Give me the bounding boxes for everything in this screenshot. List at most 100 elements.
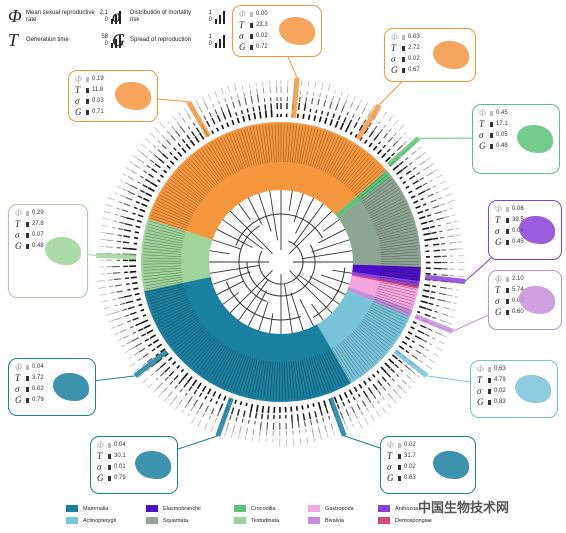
trait-tick xyxy=(129,160,134,165)
metric-G: G 0.79 xyxy=(15,395,44,405)
trait-tick xyxy=(425,187,431,192)
species-label xyxy=(268,124,273,163)
trait-tick xyxy=(416,310,421,314)
species-label xyxy=(295,360,302,399)
metric-sigma: σ 0.03 xyxy=(75,96,104,106)
metric-symbol: Φ xyxy=(15,362,22,372)
trait-tick xyxy=(392,398,397,404)
trait-tick xyxy=(432,237,439,240)
species-label xyxy=(191,156,217,186)
species-label xyxy=(346,337,372,367)
metric-value: 0.06 xyxy=(512,206,524,212)
trait-tick xyxy=(150,372,155,377)
species-label xyxy=(156,305,191,322)
trait-tick xyxy=(126,216,135,221)
trait-tick xyxy=(453,302,457,305)
highlight-spoke xyxy=(96,253,137,260)
trait-tick xyxy=(133,367,140,373)
trait-tick xyxy=(209,398,213,403)
trait-tick xyxy=(133,164,141,169)
metric-sigma: σ 0.04 xyxy=(495,226,524,236)
species-label xyxy=(369,197,404,216)
trait-tick xyxy=(345,409,350,417)
metric-value: 2.72 xyxy=(408,45,420,51)
trait-tick xyxy=(202,412,206,418)
trait-tick xyxy=(335,103,339,111)
species-label xyxy=(306,358,317,396)
trait-tick xyxy=(315,109,318,114)
species-label xyxy=(199,150,222,182)
trait-tick xyxy=(434,331,443,336)
species-label xyxy=(200,342,223,375)
species-label xyxy=(375,294,412,308)
species-label xyxy=(196,152,221,183)
species-label xyxy=(151,296,188,311)
trait-tick xyxy=(156,343,163,349)
clade-sectors xyxy=(140,121,421,403)
trait-tick xyxy=(142,352,149,358)
trait-tick xyxy=(370,414,375,422)
metric-bar xyxy=(402,45,405,51)
trait-tick xyxy=(390,152,396,157)
trait-tick xyxy=(250,403,254,412)
tree-branch xyxy=(309,276,346,296)
trait-tick xyxy=(140,319,149,324)
trait-tick xyxy=(329,119,334,126)
trait-tick xyxy=(322,417,325,422)
species-label xyxy=(177,327,206,354)
species-label xyxy=(360,322,391,346)
species-label xyxy=(189,158,215,188)
species-label xyxy=(179,329,208,356)
trait-tick xyxy=(428,343,433,346)
species-label xyxy=(150,294,187,308)
trait-tick xyxy=(438,292,447,296)
species-label xyxy=(174,174,204,199)
metric-value: 0.45 xyxy=(496,110,508,116)
trait-tick xyxy=(116,240,122,243)
metric-bar xyxy=(250,44,253,50)
trait-tick xyxy=(384,362,391,369)
trait-tick xyxy=(122,188,128,192)
metric-bar xyxy=(86,76,89,82)
tree-branch xyxy=(322,219,340,232)
trait-tick xyxy=(427,193,434,198)
metric-symbol: σ xyxy=(387,462,392,472)
species-label xyxy=(354,329,383,356)
trait-tick xyxy=(181,138,186,144)
metric-symbol: G xyxy=(15,395,22,405)
species-label xyxy=(262,125,268,163)
metric-value: 0.83 xyxy=(494,399,506,405)
trait-tick xyxy=(188,385,193,392)
color-swatch xyxy=(308,517,320,524)
species-label xyxy=(146,283,184,293)
species-label xyxy=(183,332,211,360)
trait-tick xyxy=(116,185,121,189)
trait-tick xyxy=(346,94,350,99)
trait-tick xyxy=(147,343,153,347)
trait-tick xyxy=(398,345,405,351)
metric-value: 2.10 xyxy=(512,276,524,282)
trait-tick xyxy=(147,186,155,192)
trait-tick xyxy=(153,145,157,149)
trait-tick xyxy=(125,166,131,171)
metric-symbol: σ xyxy=(15,230,20,240)
trait-tick xyxy=(302,114,305,119)
trait-tick xyxy=(124,182,131,186)
trait-tick xyxy=(149,334,157,339)
legend-T: T Generation time 58 0 xyxy=(8,30,121,51)
trait-tick xyxy=(368,142,373,148)
trait-tick xyxy=(179,126,186,134)
trait-tick xyxy=(377,141,382,145)
species-label xyxy=(380,245,419,251)
trait-tick xyxy=(187,413,190,417)
trait-tick xyxy=(114,332,119,336)
trait-tick xyxy=(451,214,456,216)
metric-bar xyxy=(398,464,401,470)
species-label xyxy=(180,167,209,194)
species-label xyxy=(213,349,233,383)
metric-T: T 2.72 xyxy=(391,43,420,53)
trait-tick xyxy=(132,154,138,159)
metric-symbol: Φ xyxy=(387,440,394,450)
trait-tick xyxy=(214,109,218,115)
trait-tick xyxy=(127,306,135,310)
